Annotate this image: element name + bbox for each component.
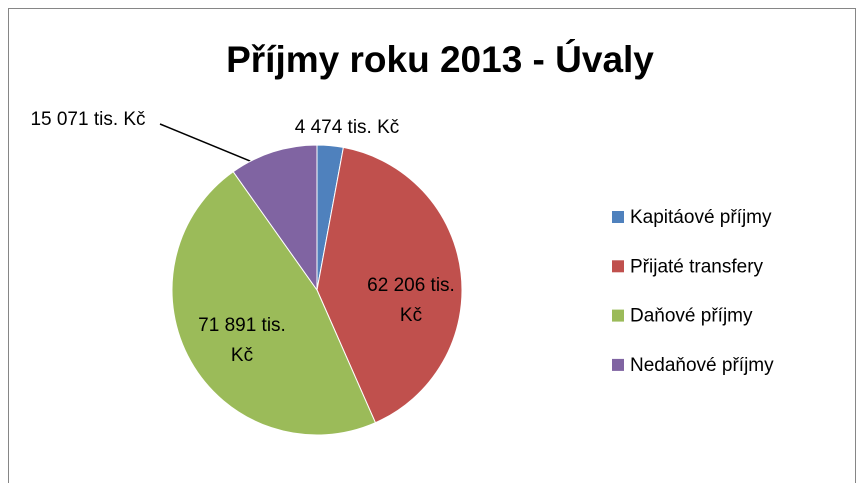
- data-label: 71 891 tis. Kč: [198, 315, 286, 366]
- pie-slice: [232, 144, 318, 292]
- legend-swatch: [612, 309, 624, 322]
- legend-label: Přijaté transfery: [630, 256, 764, 277]
- chart-title: Příjmy roku 2013 - Úvaly: [226, 38, 654, 80]
- legend-swatch: [612, 211, 624, 223]
- pie-slice: [316, 146, 463, 424]
- data-label: 15 071 tis. Kč: [30, 109, 146, 130]
- pie-slice: [171, 170, 377, 436]
- legend-label: Kapitáové příjmy: [630, 207, 772, 228]
- data-label: 62 206 tis. Kč: [367, 275, 455, 326]
- legend-swatch: [612, 260, 624, 273]
- legend-swatch: [612, 358, 624, 371]
- legend-label: Daňové příjmy: [630, 306, 753, 327]
- leader-line: [159, 123, 263, 167]
- legend-label: Nedaňové příjmy: [630, 355, 774, 376]
- data-label: 4 474 tis. Kč: [294, 117, 400, 138]
